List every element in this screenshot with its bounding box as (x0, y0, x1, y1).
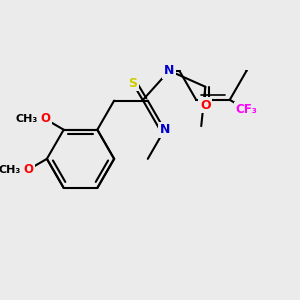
Text: CH₃: CH₃ (16, 114, 38, 124)
Text: O: O (40, 112, 50, 125)
Text: O: O (200, 99, 211, 112)
Text: N: N (164, 64, 174, 77)
Text: CH₃: CH₃ (0, 165, 21, 175)
Text: O: O (23, 163, 33, 176)
Text: CF₃: CF₃ (236, 103, 257, 116)
Text: S: S (128, 77, 137, 90)
Text: N: N (159, 123, 170, 136)
